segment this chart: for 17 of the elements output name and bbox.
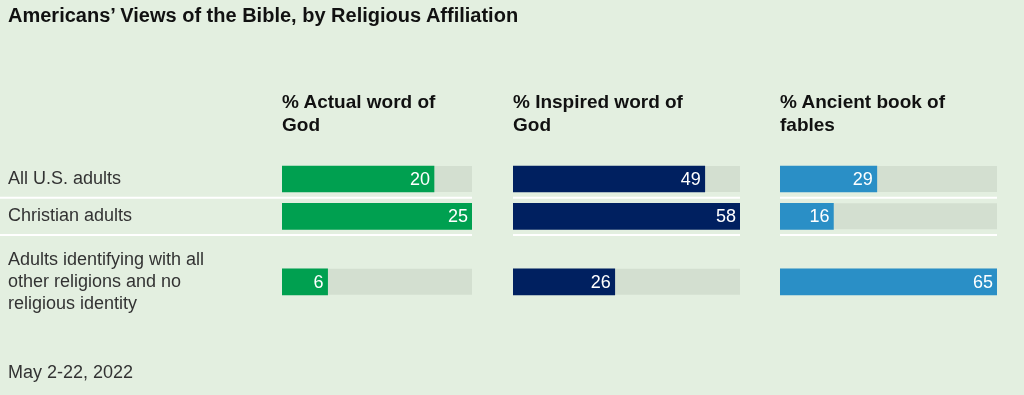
chart-title: % Ancient book of fables [780,90,947,136]
data-label: 16 [809,206,830,227]
chart-title: % Actual word of God [282,90,437,136]
data-label: 65 [972,271,993,292]
chart-title: % Inspired word of God [513,90,684,136]
y-tick-label: All U.S. adults [8,167,122,188]
y-tick-label: Christian adults [8,205,133,226]
data-label: 20 [409,168,430,189]
data-label: 49 [680,168,701,189]
data-label: 26 [590,271,611,292]
y-tick-label: Adults identifying with all other religions and no religious identity [8,248,205,313]
data-label: 58 [715,206,736,227]
data-label: 6 [313,271,324,292]
data-label: 25 [447,206,468,227]
data-label: 29 [852,168,873,189]
text: Americans’ Views of the Bible, by Religious Affiliation [8,4,519,27]
text: May 2-22, 2022 [8,362,134,383]
